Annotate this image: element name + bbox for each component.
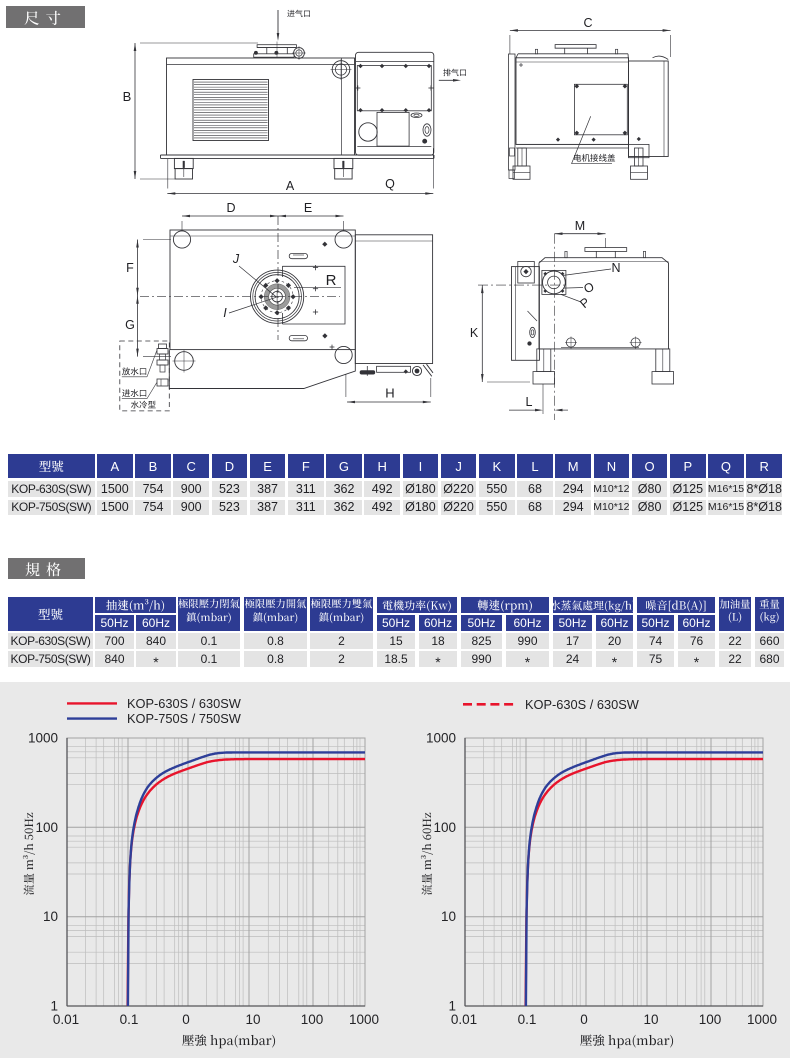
svg-text:10: 10	[43, 909, 58, 924]
svg-text:K: K	[470, 326, 479, 340]
svg-text:1000: 1000	[28, 731, 58, 746]
svg-text:B: B	[123, 89, 132, 104]
svg-text:100: 100	[35, 820, 58, 835]
svg-text:J: J	[232, 252, 240, 266]
svg-text:1000: 1000	[426, 731, 456, 746]
svg-text:I: I	[223, 306, 227, 320]
svg-text:C: C	[583, 16, 592, 30]
svg-text:M: M	[575, 219, 585, 233]
svg-text:0.01: 0.01	[53, 1012, 79, 1027]
svg-text:P: P	[577, 295, 592, 311]
svg-text:1000: 1000	[747, 1012, 777, 1027]
svg-text:A: A	[286, 179, 295, 193]
svg-text:0: 0	[182, 1012, 190, 1027]
svg-text:10: 10	[245, 1012, 260, 1027]
svg-text:0.1: 0.1	[120, 1012, 139, 1027]
svg-text:F: F	[126, 261, 134, 275]
svg-text:Q: Q	[385, 177, 395, 191]
svg-text:10: 10	[441, 909, 456, 924]
svg-text:0.1: 0.1	[518, 1012, 537, 1027]
svg-text:10: 10	[643, 1012, 658, 1027]
svg-text:0.01: 0.01	[451, 1012, 477, 1027]
svg-text:D: D	[226, 201, 235, 215]
svg-text:N: N	[611, 261, 620, 275]
svg-text:0: 0	[580, 1012, 588, 1027]
svg-text:100: 100	[301, 1012, 324, 1027]
svg-text:O: O	[582, 279, 597, 296]
svg-text:100: 100	[433, 820, 456, 835]
svg-text:100: 100	[699, 1012, 722, 1027]
svg-text:1000: 1000	[349, 1012, 379, 1027]
svg-text:1: 1	[448, 999, 456, 1014]
svg-text:L: L	[526, 395, 533, 409]
svg-text:E: E	[304, 201, 312, 215]
svg-text:R: R	[326, 272, 337, 289]
svg-text:H: H	[385, 386, 394, 401]
svg-text:KOP-630S / 630SW: KOP-630S / 630SW	[127, 696, 242, 711]
svg-text:KOP-750S / 750SW: KOP-750S / 750SW	[127, 711, 242, 726]
svg-text:G: G	[125, 318, 135, 332]
svg-text:1: 1	[50, 999, 58, 1014]
svg-text:KOP-630S / 630SW: KOP-630S / 630SW	[525, 697, 640, 712]
